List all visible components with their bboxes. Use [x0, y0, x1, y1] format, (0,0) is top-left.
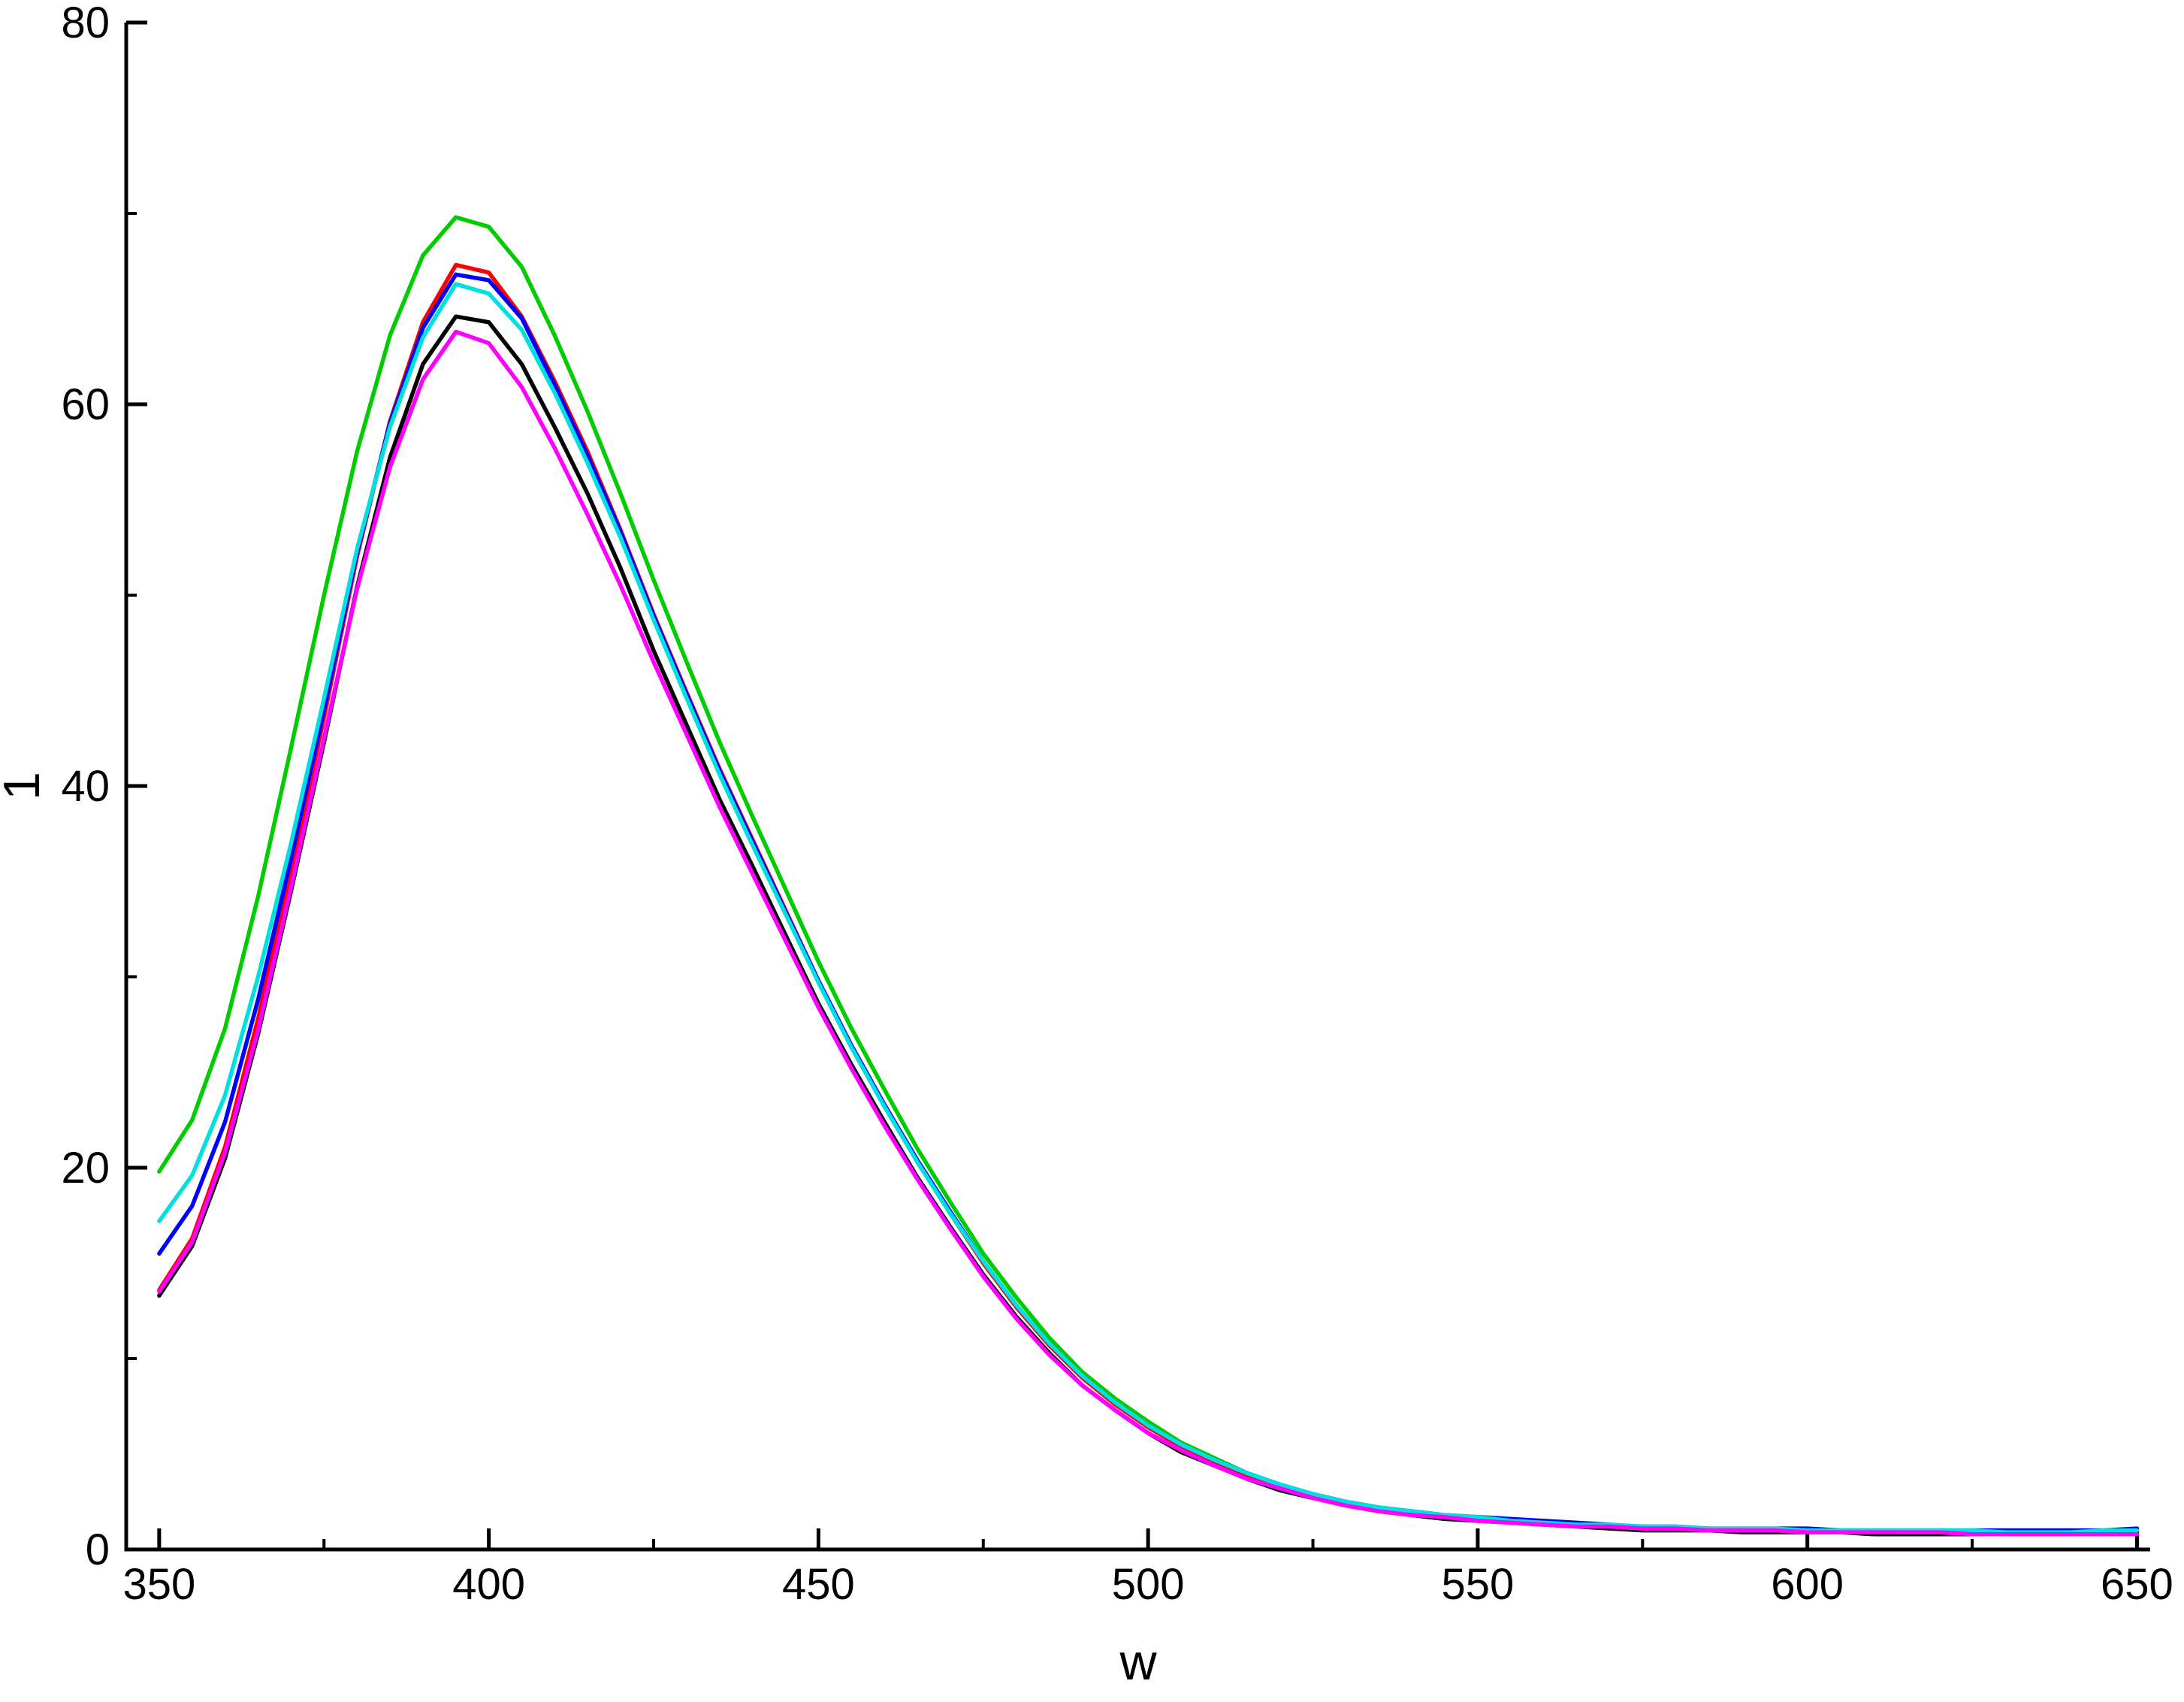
y-tick-label: 20 [61, 1144, 110, 1193]
x-tick-label: 600 [1771, 1560, 1844, 1609]
x-axis-title: w [1119, 1634, 1157, 1691]
y-tick-label: 60 [61, 380, 110, 429]
y-tick-label: 40 [61, 762, 110, 811]
series-line-cyan [157, 282, 2140, 1534]
series-line-blue [157, 272, 2140, 1533]
axis-frame [124, 23, 2150, 1552]
x-tick-label: 500 [1112, 1560, 1185, 1609]
x-tick-label: 400 [452, 1560, 525, 1609]
x-tick-label: 650 [2101, 1560, 2173, 1609]
series-line-red [157, 262, 2140, 1534]
series-line-black [157, 314, 2140, 1537]
x-tick-label: 550 [1442, 1560, 1515, 1609]
series-line-magenta [157, 329, 2140, 1537]
series-line-green [157, 215, 2140, 1534]
y-tick-label: 80 [61, 0, 110, 47]
y-axis-title: 1 [0, 772, 50, 800]
x-tick-label: 350 [122, 1560, 195, 1609]
x-tick-label: 450 [782, 1560, 855, 1609]
y-tick-label: 0 [86, 1525, 110, 1574]
